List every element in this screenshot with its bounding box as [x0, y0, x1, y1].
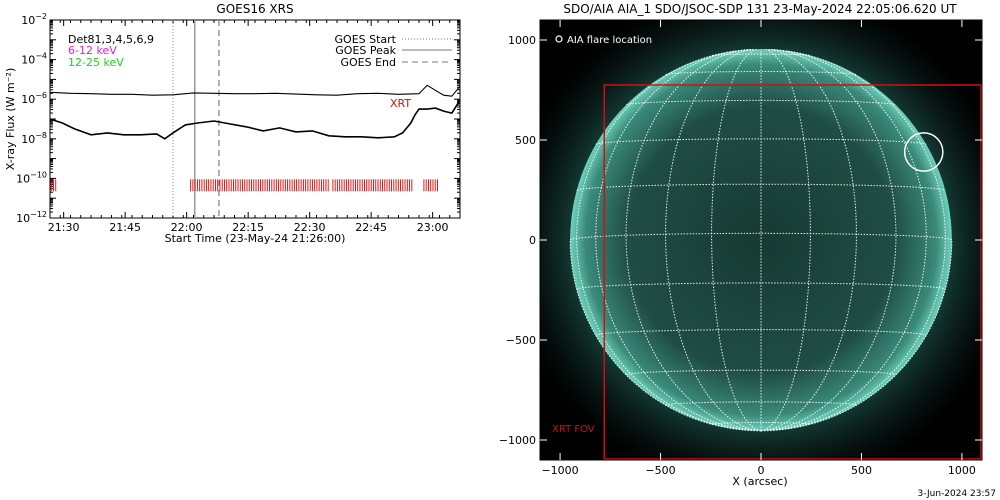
- aia-y-tick-label: −1000: [499, 434, 536, 447]
- goes-series-short-line: [49, 99, 461, 140]
- aia-x-axis-label: X (arcsec): [732, 475, 787, 488]
- energy-legend-6-12: 6-12 keV: [68, 44, 117, 57]
- flare-legend-label: AIA flare location: [567, 35, 652, 46]
- grid-line: [626, 99, 896, 106]
- goes-series-long-line: [49, 84, 461, 97]
- grid-line: [760, 50, 946, 432]
- flare-location-circle: [903, 132, 944, 172]
- goes-x-tick-label: 23:00: [417, 221, 449, 234]
- xrt-fov-box: [603, 84, 982, 460]
- goes-x-axis-label: Start Time (23-May-24 21:26:00): [165, 232, 346, 245]
- grid-line: [711, 48, 762, 432]
- goes-y-tick-label: 10−8: [21, 131, 47, 146]
- grid-line: [595, 329, 927, 336]
- xrt-observation-ticks: [50, 179, 438, 192]
- goes-event-lines: [172, 20, 220, 218]
- xrt-annotation: XRT: [390, 97, 411, 110]
- goes-panel: GOES16 XRS 10−12 10−10 10−8 10−6 10−4 10−2 21…: [4, 2, 461, 245]
- goes-x-tick-label: 22:45: [355, 221, 387, 234]
- grid-line: [665, 71, 857, 76]
- goes-y-tick-label: 10−2: [21, 12, 47, 27]
- aia-y-tick-label: 1000: [508, 34, 536, 47]
- aia-y-tick-label: 0: [529, 234, 536, 247]
- goes-x-tick-label: 22:15: [232, 221, 264, 234]
- aia-solar-disk: [570, 49, 952, 431]
- legend-goes-start: GOES Start: [335, 33, 397, 46]
- energy-legend-12-25: 12-25 keV: [68, 56, 124, 69]
- aia-x-tick-label: 0: [758, 464, 765, 477]
- grid-line: [760, 48, 897, 432]
- goes-y-tick-exponent: −12: [30, 210, 47, 219]
- goes-x-tick-label: 21:30: [48, 221, 80, 234]
- aia-image: [540, 20, 982, 460]
- grid-line: [712, 53, 810, 56]
- aia-y-tick-label: −500: [506, 334, 536, 347]
- energy-legend: Det81,3,4,5,6,9 6-12 keV 12-25 keV: [68, 33, 154, 69]
- legend-goes-end: GOES End: [340, 56, 396, 69]
- aia-x-tick-label: 1000: [948, 464, 976, 477]
- goes-legend: GOES Start GOES Peak GOES End: [335, 33, 452, 69]
- goes-y-tick-exponent: −6: [35, 91, 47, 100]
- goes-y-tick-label: 10−10: [16, 170, 47, 185]
- goes-y-tick-label: 10−12: [16, 210, 47, 225]
- goes-y-axis-label: X-ray Flux (W m⁻²): [4, 68, 17, 170]
- goes-y-tick-label: 10−6: [21, 91, 47, 106]
- xrt-fov-label: XRT FOV: [552, 424, 595, 435]
- flare-legend-marker-icon: [555, 35, 563, 43]
- grid-line: [569, 239, 762, 432]
- goes-series-group: [49, 84, 461, 140]
- goes-x-axis: 21:30 21:45 22:00 22:15 22:30 22:45 23:00: [48, 20, 461, 234]
- aia-x-tick-label: −500: [645, 464, 675, 477]
- energy-legend-det: Det81,3,4,5,6,9: [68, 33, 154, 46]
- goes-y-tick-exponent: −10: [30, 170, 47, 179]
- aia-x-tick-label: −1000: [541, 464, 578, 477]
- goes-x-tick-label: 22:30: [294, 221, 326, 234]
- footer-timestamp: 3-Jun-2024 23:57: [918, 489, 997, 499]
- aia-panel: SDO/AIA AIA_1 SDO/JSOC-SDP 131 23-May-20…: [499, 2, 997, 499]
- aia-x-axis: −1000 −500 0 500 1000: [541, 20, 976, 477]
- grid-line: [625, 48, 762, 432]
- grid-line: [760, 48, 811, 432]
- goes-title: GOES16 XRS: [216, 2, 293, 16]
- grid-line: [760, 49, 927, 432]
- grid-line: [576, 50, 762, 432]
- goes-x-tick-label: 22:00: [171, 221, 203, 234]
- goes-y-tick-exponent: −8: [35, 131, 47, 140]
- aia-title: SDO/AIA AIA_1 SDO/JSOC-SDP 131 23-May-20…: [563, 2, 957, 16]
- grid-line: [760, 239, 953, 432]
- legend-goes-peak: GOES Peak: [335, 44, 396, 57]
- grid-line: [595, 49, 762, 432]
- goes-y-tick-label: 10−4: [21, 52, 47, 67]
- goes-y-tick-exponent: −4: [35, 52, 47, 61]
- goes-x-tick-label: 21:45: [109, 221, 141, 234]
- aia-y-tick-label: 500: [515, 134, 536, 147]
- goes-y-tick-exponent: −2: [35, 12, 47, 21]
- grid-line: [665, 48, 762, 432]
- aia-x-tick-label: 500: [851, 464, 872, 477]
- grid-line: [760, 48, 857, 432]
- aia-y-axis: −1000 −500 0 500 1000: [499, 34, 982, 447]
